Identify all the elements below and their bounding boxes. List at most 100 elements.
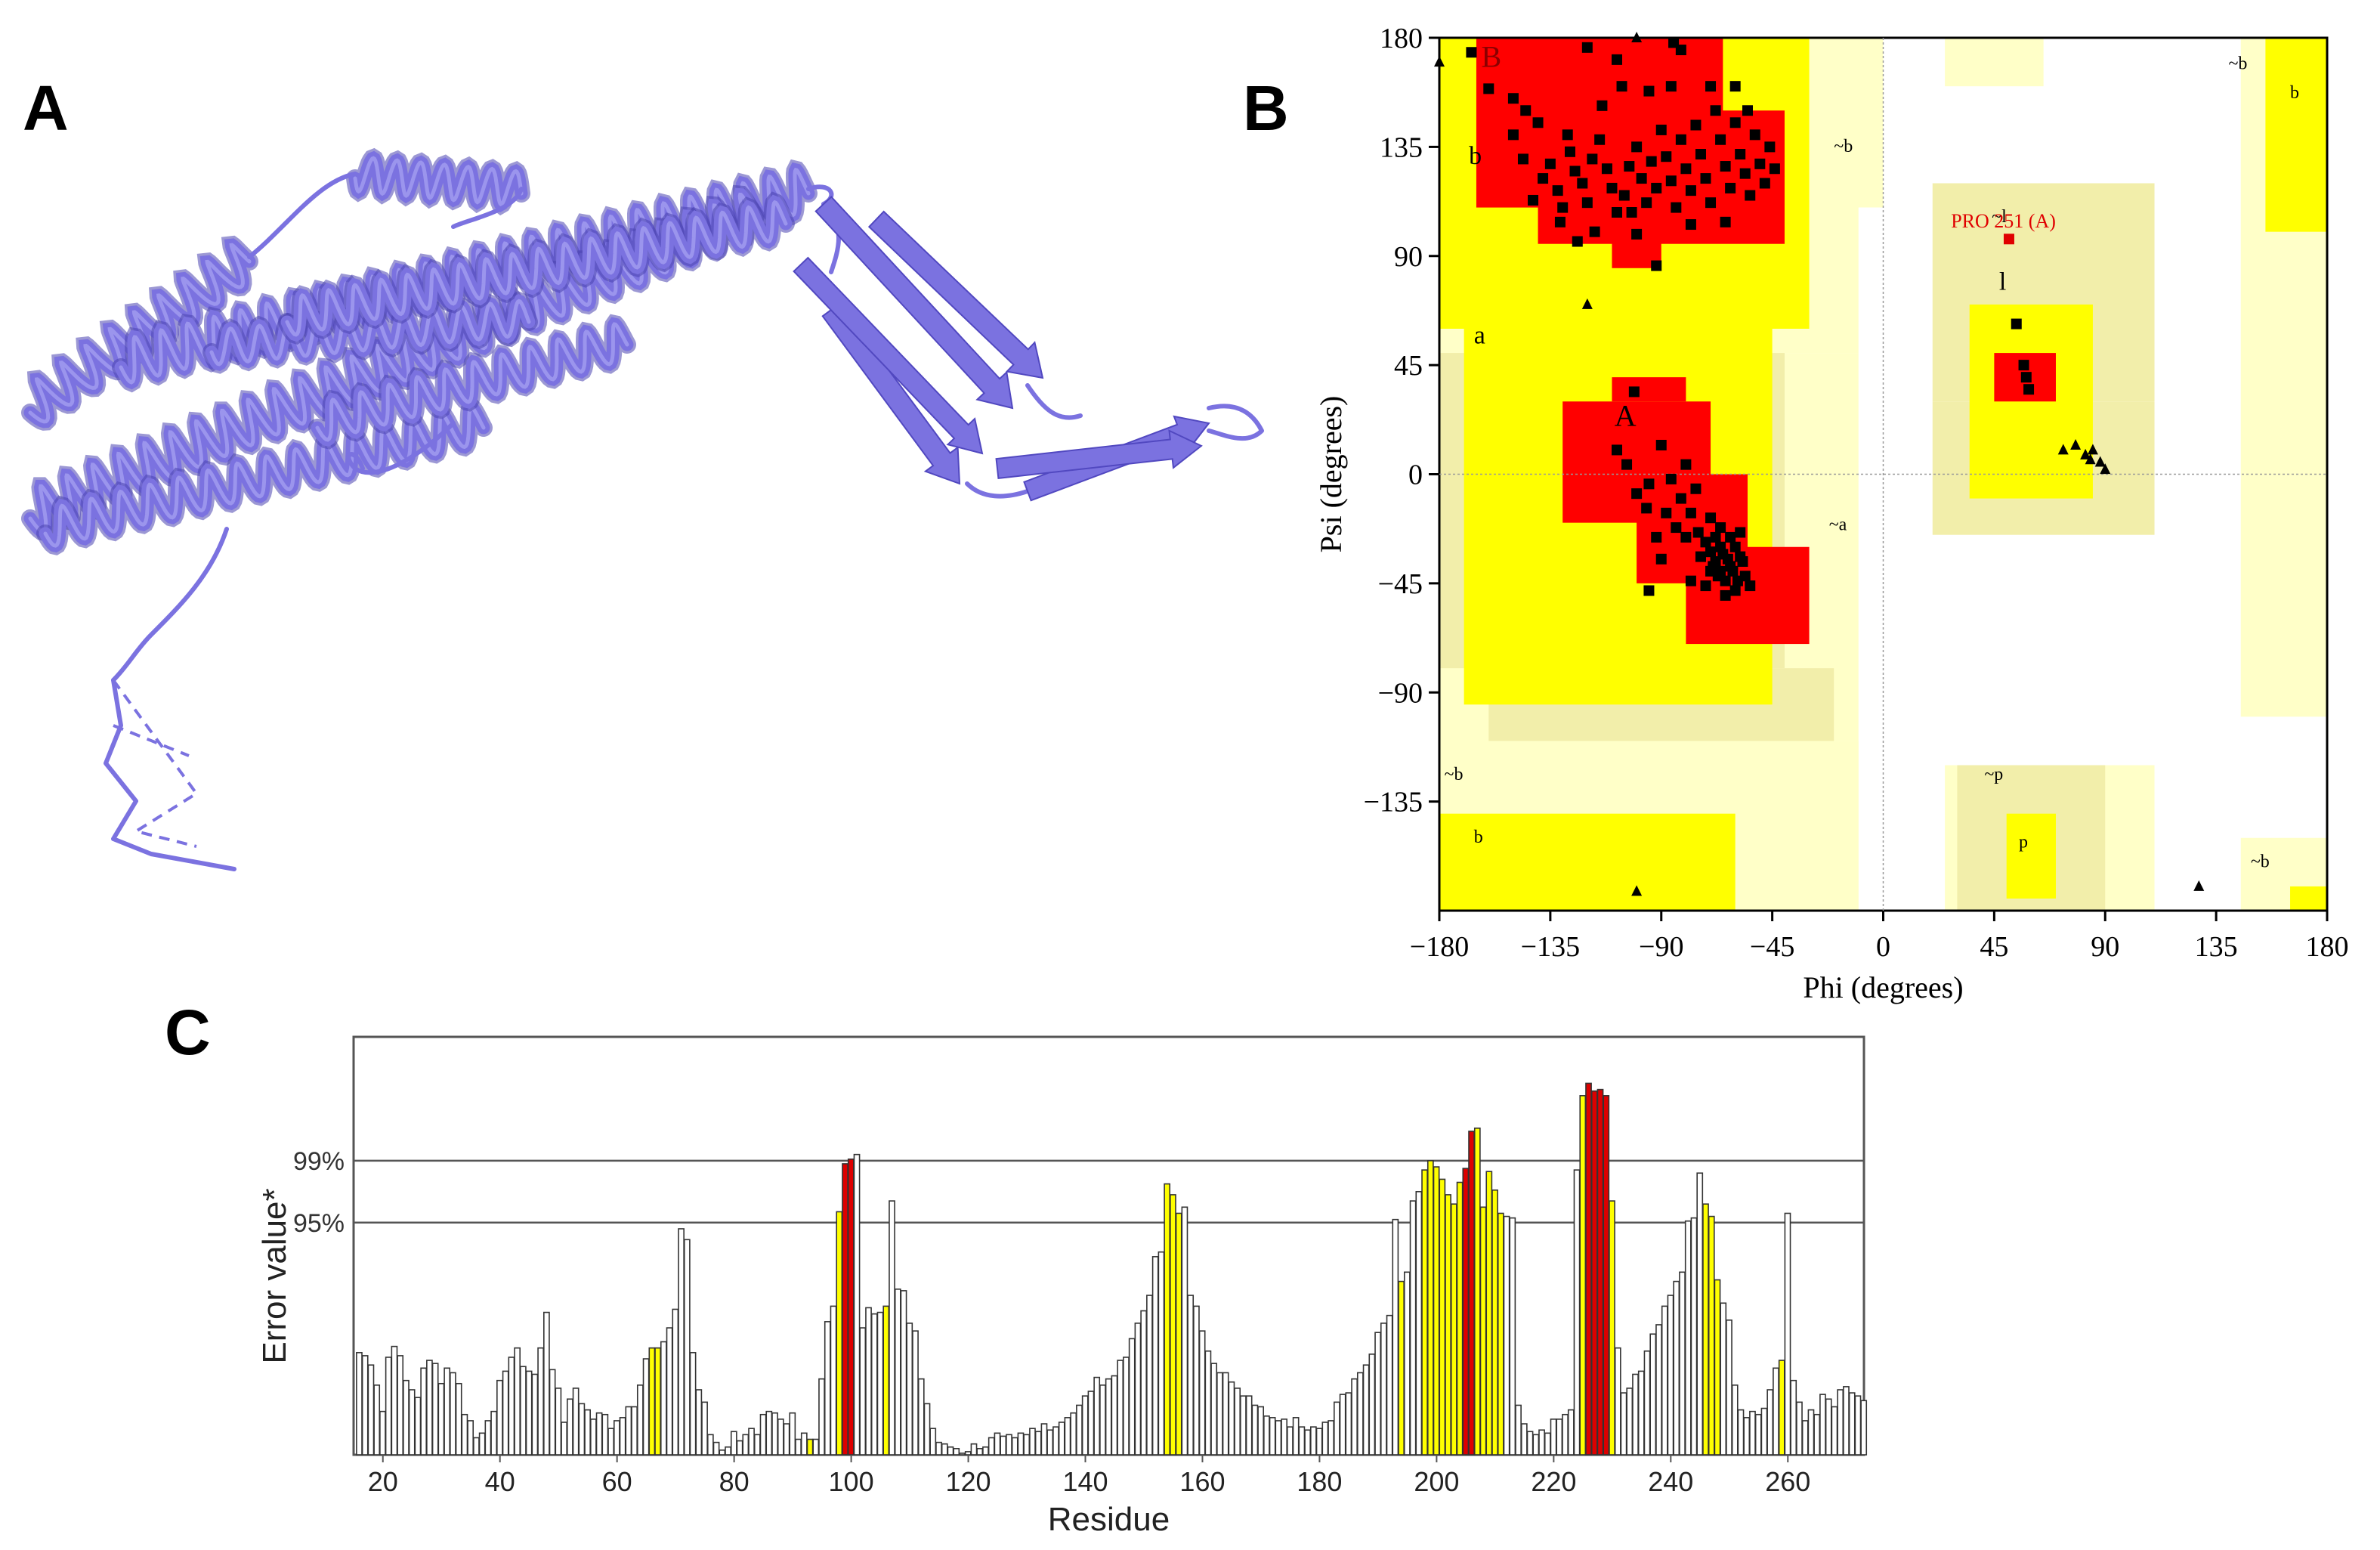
- residue-bar: [1052, 1426, 1059, 1456]
- residue-bar: [1193, 1305, 1200, 1456]
- residue-bar: [1596, 1088, 1604, 1456]
- residue-bar: [1240, 1395, 1247, 1456]
- residue-point: [1735, 527, 1746, 538]
- residue-bar: [619, 1417, 626, 1456]
- helix-8-highlight: [285, 200, 788, 337]
- residue-bar: [1479, 1206, 1487, 1456]
- residue-point: [1564, 146, 1575, 157]
- residue-point: [1717, 549, 1729, 560]
- y-tick-label: −45: [1378, 568, 1423, 600]
- residue-point: [1680, 459, 1692, 470]
- residue-bar: [1743, 1417, 1751, 1456]
- residue-bar: [379, 1410, 386, 1456]
- x-tick-label: 260: [1765, 1466, 1810, 1497]
- region-label: a: [1474, 321, 1485, 349]
- outlier-point: [2003, 234, 2014, 245]
- residue-bar: [1029, 1428, 1036, 1456]
- residue-bar: [783, 1423, 790, 1456]
- residue-point: [1552, 185, 1563, 196]
- residue-bar: [1515, 1404, 1522, 1456]
- residue-bar: [1708, 1215, 1715, 1456]
- rama-axes: −180 −135 −90 −45 0 45 90 135 180 180 135 90 45 0 −45 −…: [1314, 23, 2349, 1004]
- residue-point: [1710, 105, 1721, 116]
- residue-point: [1631, 141, 1643, 153]
- residue-point: [2011, 318, 2022, 329]
- residue-bar: [753, 1434, 761, 1456]
- residue-bar: [830, 1305, 837, 1456]
- residue-bar: [1023, 1434, 1031, 1456]
- strand-6: [995, 429, 1203, 480]
- residue-bar: [1046, 1429, 1054, 1456]
- region-label: l: [1999, 268, 2006, 296]
- residue-bar: [777, 1419, 784, 1456]
- errat-x-axis-label: Residue: [1048, 1501, 1170, 1538]
- residue-bar: [431, 1363, 439, 1456]
- residue-bar: [730, 1431, 737, 1456]
- residue-point: [1655, 124, 1667, 135]
- residue-point: [1739, 168, 1751, 179]
- residue-bar: [1011, 1437, 1018, 1456]
- residue-bar: [765, 1410, 773, 1456]
- residue-bar: [373, 1384, 381, 1456]
- residue-point: [1606, 182, 1618, 193]
- residue-bar: [595, 1412, 603, 1456]
- glycine-point: [1631, 32, 1643, 42]
- residue-point: [1764, 141, 1776, 153]
- residue-point: [1601, 163, 1612, 175]
- residue-point: [1715, 522, 1726, 534]
- residue-bar: [1081, 1395, 1089, 1456]
- residue-bar: [1860, 1400, 1868, 1456]
- residue-bar: [1485, 1171, 1493, 1456]
- residue-bar: [1269, 1417, 1276, 1456]
- glycine-point: [2085, 453, 2096, 465]
- residue-bar: [1848, 1392, 1856, 1456]
- residue-bar: [947, 1446, 954, 1456]
- residue-bar: [912, 1330, 919, 1456]
- residue-bar: [1187, 1295, 1195, 1456]
- residue-point: [1695, 149, 1706, 159]
- residue-point: [1700, 580, 1711, 592]
- residue-bar: [853, 1153, 861, 1456]
- residue-bar: [982, 1446, 989, 1456]
- residue-point: [1581, 197, 1593, 209]
- protein-ribbon-icon: [21, 147, 1264, 871]
- glycine-point: [1631, 885, 1643, 896]
- residue-bar: [1649, 1333, 1657, 1456]
- residue-point: [1651, 531, 1662, 543]
- residue-point: [1745, 190, 1756, 201]
- residue-point: [1544, 158, 1556, 169]
- residue-bar: [1328, 1420, 1334, 1456]
- residue-point: [2023, 384, 2035, 395]
- residue-point: [1643, 85, 1655, 97]
- residue-bar: [1315, 1428, 1323, 1456]
- residue-bar: [648, 1347, 656, 1456]
- residue-point: [1729, 585, 1741, 596]
- glycine-point: [2100, 463, 2111, 475]
- residue-bar: [683, 1239, 691, 1456]
- residue-bar: [1684, 1220, 1692, 1456]
- strand-1: [814, 196, 1014, 410]
- residue-point: [1507, 129, 1519, 141]
- residue-bar: [725, 1446, 731, 1456]
- residue-bar: [1263, 1415, 1270, 1456]
- residue-bar: [403, 1379, 410, 1456]
- residue-bar: [561, 1422, 567, 1456]
- residue-bar: [1714, 1279, 1721, 1456]
- residue-bar: [1696, 1172, 1704, 1456]
- residue-point: [1562, 129, 1573, 141]
- residue-bar: [1228, 1381, 1235, 1456]
- residue-bar: [1111, 1375, 1118, 1456]
- residue-bar: [450, 1372, 456, 1456]
- residue-point: [1507, 93, 1519, 104]
- residue-point: [1729, 117, 1741, 128]
- residue-bar: [1562, 1413, 1569, 1456]
- residue-point: [1596, 100, 1608, 111]
- residue-point: [1631, 228, 1643, 240]
- residue-bar: [1245, 1395, 1253, 1456]
- errat-bars: [356, 1082, 1868, 1456]
- residue-point: [1646, 156, 1657, 167]
- x-tick-label: 80: [719, 1466, 750, 1497]
- coil-5: [111, 527, 229, 682]
- residue-bar: [865, 1307, 872, 1456]
- panel-label-c: C: [165, 997, 211, 1068]
